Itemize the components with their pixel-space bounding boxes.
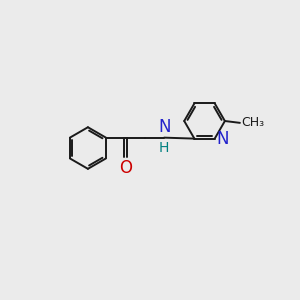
Text: H: H — [159, 141, 169, 154]
Text: O: O — [119, 159, 132, 177]
Text: N: N — [158, 118, 170, 136]
Text: CH₃: CH₃ — [241, 116, 264, 129]
Text: N: N — [217, 130, 229, 148]
